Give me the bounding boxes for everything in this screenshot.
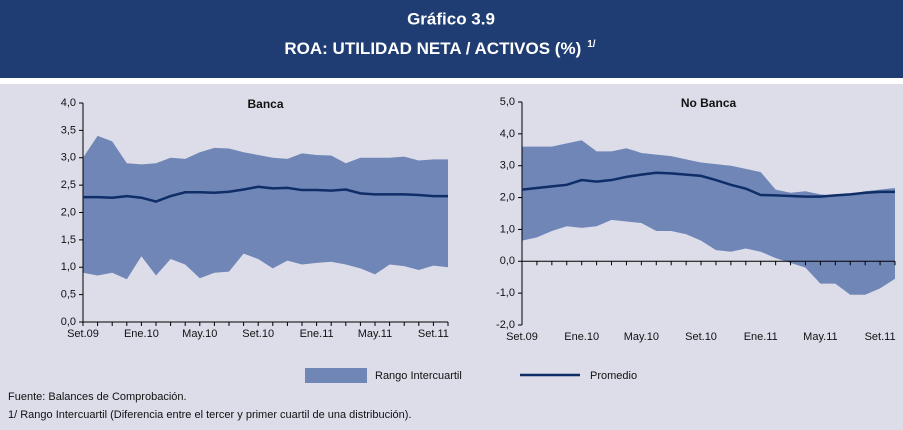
y-tick-label: 3,0 — [61, 152, 76, 164]
x-tick-label: Set.11 — [865, 331, 896, 343]
subtitle-note: 1/ — [587, 39, 596, 50]
figure-title: Gráfico 3.9 — [407, 9, 495, 28]
y-tick-label: 1,5 — [61, 234, 76, 246]
y-tick-label: 3,0 — [500, 160, 515, 172]
x-tick-label: Set.09 — [67, 328, 99, 340]
y-tick-label: 5,0 — [500, 96, 515, 108]
legend-swatch — [305, 368, 367, 383]
average-line — [83, 185, 448, 203]
header-band — [0, 0, 903, 78]
figure-subtitle: ROA: UTILIDAD NETA / ACTIVOS (%) 1/ — [284, 39, 595, 59]
footnote: 1/ Rango Intercuartil (Diferencia entre … — [8, 409, 412, 421]
panel-title: Banca — [247, 97, 283, 111]
x-tick-label: May.10 — [182, 328, 217, 340]
x-tick-label: May.11 — [803, 331, 837, 343]
y-tick-label: -1,0 — [496, 287, 515, 299]
y-tick-label: 3,5 — [61, 124, 76, 136]
interquartile-band — [83, 135, 448, 280]
y-tick-label: 1,0 — [500, 223, 515, 235]
subtitle-text: ROA: UTILIDAD NETA / ACTIVOS (%) — [284, 39, 581, 58]
x-tick-label: Set.10 — [685, 331, 717, 343]
y-tick-label: 2,0 — [500, 191, 515, 203]
legend-label: Promedio — [590, 370, 637, 382]
x-tick-label: Ene.10 — [564, 331, 599, 343]
y-tick-label: 0,5 — [61, 289, 76, 301]
x-tick-label: Set.11 — [418, 328, 449, 340]
x-tick-label: Set.10 — [242, 328, 274, 340]
x-tick-label: Ene.11 — [744, 331, 778, 343]
y-tick-label: -2,0 — [496, 319, 515, 331]
x-tick-label: May.11 — [358, 328, 392, 340]
x-tick-label: Ene.11 — [300, 328, 334, 340]
average-line — [521, 171, 895, 198]
x-tick-label: May.10 — [624, 331, 659, 343]
footnote: Fuente: Balances de Comprobación. — [8, 391, 187, 403]
x-tick-label: Set.09 — [506, 331, 538, 343]
y-tick-label: 4,0 — [61, 97, 76, 109]
y-tick-label: 2,0 — [61, 206, 76, 218]
legend-label: Rango Intercuartil — [375, 370, 462, 382]
y-tick-label: 0,0 — [61, 316, 76, 328]
y-tick-label: 0,0 — [500, 255, 515, 267]
y-tick-label: 2,5 — [61, 179, 76, 191]
y-tick-label: 4,0 — [500, 128, 515, 140]
x-tick-label: Ene.10 — [124, 328, 159, 340]
panel-title: No Banca — [681, 96, 737, 110]
y-tick-label: 1,0 — [61, 261, 76, 273]
